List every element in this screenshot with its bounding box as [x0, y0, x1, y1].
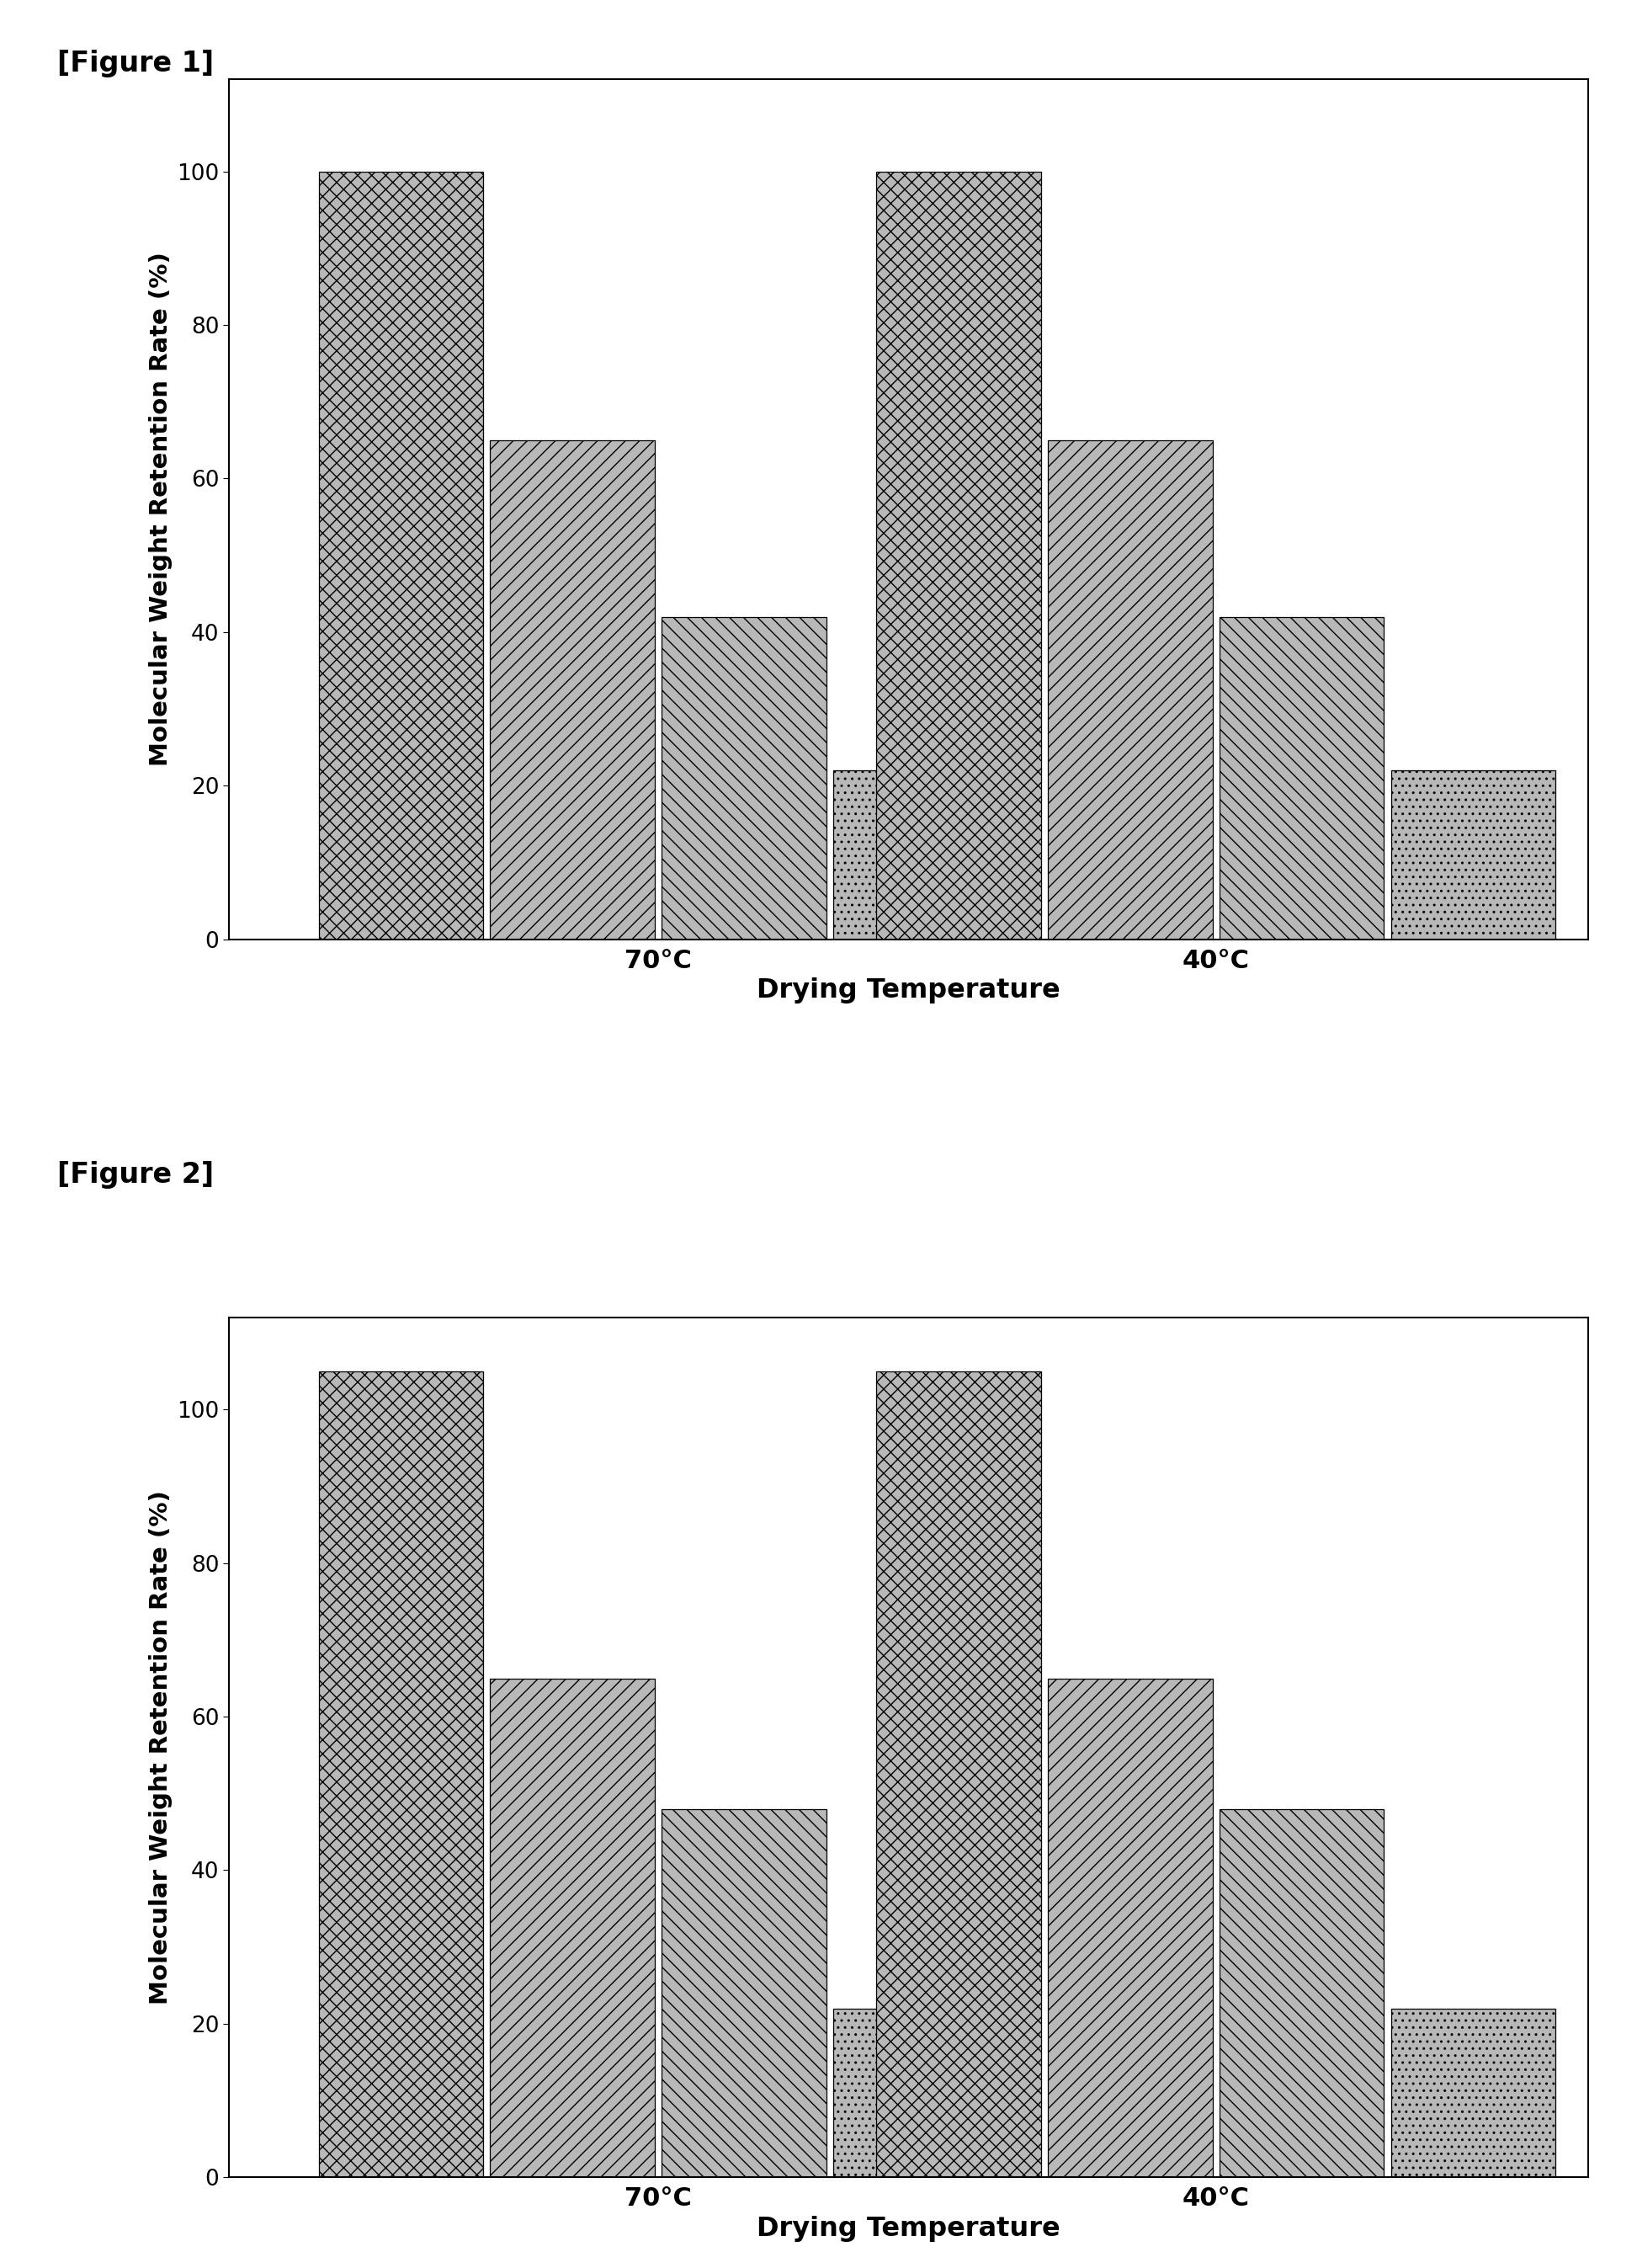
Bar — [1048, 1678, 1213, 2177]
X-axis label: Drying Temperature: Drying Temperature — [756, 2216, 1061, 2241]
Bar — [661, 1810, 827, 2177]
Bar — [833, 2009, 999, 2177]
Bar — [1220, 617, 1383, 939]
X-axis label: Drying Temperature: Drying Temperature — [756, 978, 1061, 1005]
Bar — [876, 1372, 1041, 2177]
Text: [Figure 2]: [Figure 2] — [57, 1161, 214, 1188]
Y-axis label: Molecular Weight Retention Rate (%): Molecular Weight Retention Rate (%) — [149, 252, 172, 767]
Bar — [833, 771, 999, 939]
Bar — [661, 617, 827, 939]
Bar — [489, 440, 655, 939]
Bar — [1391, 2009, 1555, 2177]
Y-axis label: Molecular Weight Retention Rate (%): Molecular Weight Retention Rate (%) — [149, 1490, 172, 2005]
Bar — [1220, 1810, 1383, 2177]
Bar — [876, 172, 1041, 939]
Bar — [319, 1372, 483, 2177]
Bar — [1391, 771, 1555, 939]
Text: [Figure 1]: [Figure 1] — [57, 50, 214, 77]
Bar — [489, 1678, 655, 2177]
Bar — [1048, 440, 1213, 939]
Bar — [319, 172, 483, 939]
